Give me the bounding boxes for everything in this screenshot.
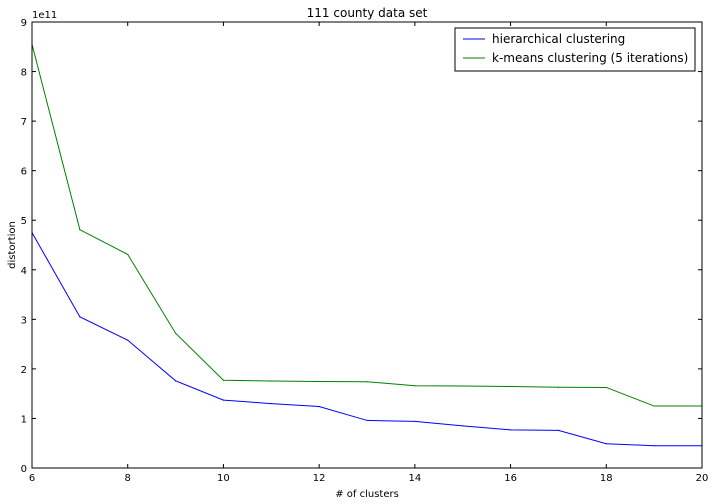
y-tick-label: 7 xyxy=(21,117,27,128)
data-point xyxy=(318,380,320,383)
y-tick-label: 9 xyxy=(21,18,27,29)
data-point xyxy=(557,429,560,431)
data-point xyxy=(605,443,607,445)
chart-title: 111 county data set xyxy=(307,6,428,20)
series-layer xyxy=(31,43,703,447)
y-tick-label: 1 xyxy=(21,414,27,425)
data-point xyxy=(462,425,464,427)
x-tick-label: 10 xyxy=(217,473,230,484)
legend: hierarchical clustering k-means clusteri… xyxy=(454,27,696,72)
data-point xyxy=(509,385,512,388)
data-point xyxy=(414,420,416,423)
x-tick-label: 20 xyxy=(696,473,709,484)
y-offset-label: 1e11 xyxy=(32,10,57,21)
data-point xyxy=(509,429,512,431)
y-tick-label: 2 xyxy=(21,365,27,376)
data-point xyxy=(462,385,464,387)
x-tick-label: 14 xyxy=(408,473,421,484)
data-point xyxy=(270,402,272,405)
y-tick-label: 5 xyxy=(21,216,27,227)
data-point xyxy=(366,419,368,422)
plot-frame xyxy=(31,21,703,469)
series-line-1 xyxy=(31,44,702,407)
y-tick-label: 4 xyxy=(21,266,27,277)
data-point xyxy=(127,253,129,256)
data-point xyxy=(222,379,225,381)
y-tick-label: 3 xyxy=(21,315,27,326)
legend-label-hierarchical: hierarchical clustering xyxy=(492,32,625,46)
data-point xyxy=(414,385,416,387)
x-tick-label: 12 xyxy=(313,473,326,484)
x-axis: 6 8 10 12 14 16 18 20 xyxy=(29,22,709,484)
y-axis-title: distortion xyxy=(7,221,18,269)
data-point xyxy=(318,405,320,408)
legend-label-kmeans: k-means clustering (5 iterations) xyxy=(492,51,688,65)
x-axis-title: # of clusters xyxy=(335,489,399,500)
data-point xyxy=(557,386,560,388)
data-point xyxy=(127,339,129,341)
y-axis: 0 1 2 3 4 5 6 7 8 9 xyxy=(21,18,702,475)
x-tick-label: 6 xyxy=(29,473,35,484)
y-tick-label: 6 xyxy=(21,167,27,178)
x-tick-label: 8 xyxy=(125,473,131,484)
data-point xyxy=(605,386,607,389)
data-point xyxy=(79,316,81,318)
y-tick-label: 8 xyxy=(21,68,27,79)
legend-box xyxy=(454,27,696,72)
data-point xyxy=(653,445,655,447)
data-point xyxy=(79,229,81,231)
data-point xyxy=(270,380,272,382)
data-point xyxy=(653,405,655,407)
data-point xyxy=(174,332,177,334)
data-point xyxy=(222,399,225,401)
data-point xyxy=(174,380,177,382)
series-line-0 xyxy=(31,232,702,447)
data-point xyxy=(366,381,368,383)
y-tick-label: 0 xyxy=(21,464,27,475)
x-tick-label: 18 xyxy=(600,473,613,484)
x-tick-label: 16 xyxy=(504,473,517,484)
